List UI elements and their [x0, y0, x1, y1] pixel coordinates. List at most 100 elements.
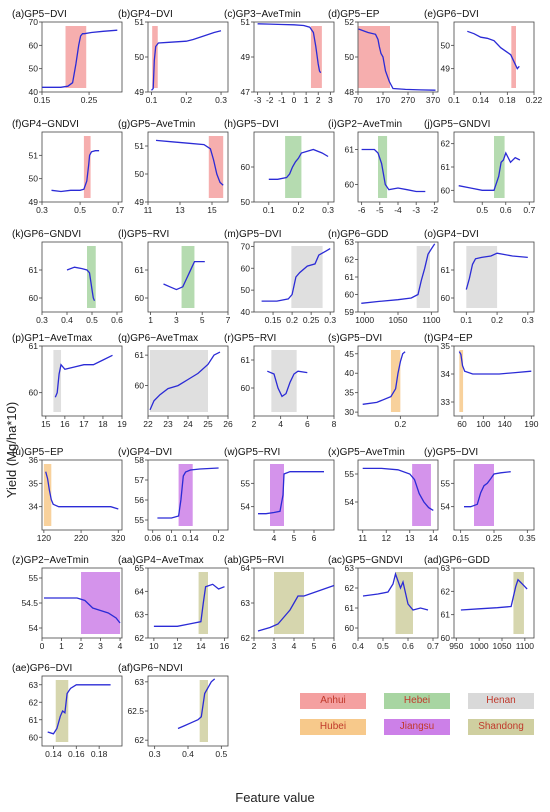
- panel-frame: [453, 241, 535, 313]
- x-tick-label: 0: [40, 641, 45, 651]
- y-tick-label: 54: [441, 502, 451, 512]
- panel-highlight-region: [310, 26, 322, 88]
- panel-title: (t)GP4−EP: [424, 333, 473, 344]
- panel-e: (e)GP6−DVI 49 50 0.1 0.14 0.18 0.22: [424, 9, 543, 105]
- y-tick-label: 60: [241, 383, 251, 393]
- panel-highlight-region: [208, 136, 224, 198]
- x-tick-label: -1: [278, 95, 286, 105]
- panel-aa: (aa)GP4−AveTmax 62 63 64 65 10 12 14 16: [118, 555, 229, 651]
- y-tick-label: 61: [441, 265, 451, 275]
- y-tick-label: 59: [345, 307, 355, 317]
- x-tick-label: 6: [305, 419, 310, 429]
- series-line: [268, 148, 329, 180]
- y-tick-label: 61: [29, 265, 39, 275]
- y-tick-label: 50: [29, 174, 39, 184]
- x-tick-label: 120: [37, 533, 51, 543]
- panel-b: (b)GP4−DVI 49 50 51 0.1 0.2 0.3: [118, 9, 229, 105]
- panel-a: (a)GP5−DVI 40 50 60 70 0.15 0.25: [12, 9, 123, 105]
- x-tick-label: 950: [449, 641, 463, 651]
- panel-highlight-region: [390, 350, 401, 412]
- panel-highlight-region: [178, 464, 193, 526]
- panel-v: (v)GP4−DVI 55 56 57 58 0.06 0.1 0.14 0.2: [118, 447, 229, 543]
- x-tick-label: 1050: [493, 641, 512, 651]
- x-tick-label: 190: [524, 419, 538, 429]
- x-tick-label: -4: [394, 205, 402, 215]
- panel-frame: [41, 675, 123, 747]
- y-tick-label: 34: [441, 369, 451, 379]
- panel-title: (j)GP5−GNDVI: [424, 119, 490, 130]
- global-x-axis-label: Feature value: [235, 790, 315, 805]
- panel-r: (r)GP5−RVI 60 61 2 4 6 8: [224, 333, 337, 429]
- y-tick-label: 48: [345, 87, 355, 97]
- series-line: [261, 248, 331, 302]
- x-tick-label: 100: [476, 419, 490, 429]
- x-tick-label: 4: [272, 533, 277, 543]
- panel-m: (m)GP5−DVI 40 50 60 70 0.15 0.2 0.25 0.3: [224, 229, 336, 325]
- x-tick-label: 0.22: [526, 95, 543, 105]
- y-tick-label: 60: [241, 162, 251, 172]
- panel-title: (ae)GP6−DVI: [12, 663, 72, 674]
- series-line: [467, 30, 520, 70]
- x-tick-label: 0.3: [324, 315, 336, 325]
- panel-highlight-region: [474, 464, 494, 526]
- x-tick-label: 26: [223, 419, 233, 429]
- panel-highlight-region: [358, 26, 390, 88]
- series-line: [42, 29, 118, 88]
- panel-title: (q)GP6−AveTmax: [118, 333, 198, 344]
- panel-title: (l)GP5−RVI: [118, 229, 169, 240]
- panel-highlight-region: [494, 136, 505, 198]
- x-tick-label: 0.14: [45, 749, 62, 759]
- series-line: [155, 139, 224, 186]
- y-tick-label: 51: [135, 141, 145, 151]
- y-tick-label: 35: [29, 478, 39, 488]
- x-tick-label: 16: [60, 419, 70, 429]
- panel-title: (ad)GP6−GDD: [424, 555, 490, 566]
- y-tick-label: 60: [345, 180, 355, 190]
- x-tick-label: 0.1: [263, 205, 275, 215]
- x-tick-label: 0.1: [448, 95, 460, 105]
- series-line: [45, 471, 119, 510]
- y-tick-label: 62: [441, 586, 451, 596]
- y-tick-label: 60: [441, 293, 451, 303]
- y-tick-label: 49: [241, 52, 251, 62]
- legend-item-henan: Henan: [468, 693, 534, 709]
- panel-frame: [253, 21, 335, 93]
- y-tick-label: 55: [29, 573, 39, 583]
- legend-label: Shandong: [478, 721, 524, 732]
- x-tick-label: 11: [358, 533, 367, 543]
- x-tick-label: 0.4: [352, 641, 364, 651]
- series-line: [151, 30, 222, 91]
- series-line: [258, 471, 324, 515]
- y-tick-label: 61: [135, 350, 145, 360]
- x-tick-label: 0.5: [476, 205, 488, 215]
- y-tick-label: 52: [345, 17, 355, 27]
- panel-highlight-region: [466, 246, 498, 308]
- panel-title: (af)GP6−NDVI: [118, 663, 183, 674]
- panel-title: (u)GP5−EP: [12, 447, 64, 458]
- y-tick-label: 63: [345, 237, 355, 247]
- panel-title: (a)GP5−DVI: [12, 9, 67, 20]
- y-tick-label: 50: [135, 169, 145, 179]
- global-y-axis-label: Yield (Mg/ha*10): [4, 350, 28, 498]
- y-tick-label: 34: [29, 502, 39, 512]
- panel-t: (t)GP4−EP 33 34 35 60 100 140 190: [424, 333, 539, 429]
- panel-frame: [357, 345, 439, 417]
- series-line: [460, 578, 528, 611]
- x-tick-label: 0.1: [146, 95, 158, 105]
- series-line: [163, 260, 205, 291]
- x-tick-label: 0.3: [36, 205, 48, 215]
- series-line: [458, 151, 521, 191]
- panel-title: (z)GP2−AveTmin: [12, 555, 89, 566]
- panel-l: (l)GP5−RVI 60 61 1 3 5 7: [118, 229, 231, 325]
- panel-frame: [357, 459, 439, 531]
- x-tick-label: 1: [59, 641, 64, 651]
- x-tick-label: 16: [220, 641, 230, 651]
- panel-title: (g)GP5−AveTmin: [118, 119, 195, 130]
- y-tick-label: 49: [441, 64, 451, 74]
- x-tick-label: 5: [200, 315, 205, 325]
- series-line: [362, 351, 406, 405]
- panel-s: (s)GP5−DVI 30 35 40 45 0.2: [328, 333, 439, 429]
- y-tick-label: 61: [241, 355, 251, 365]
- y-tick-label: 62: [241, 633, 251, 643]
- y-tick-label: 62: [345, 255, 355, 265]
